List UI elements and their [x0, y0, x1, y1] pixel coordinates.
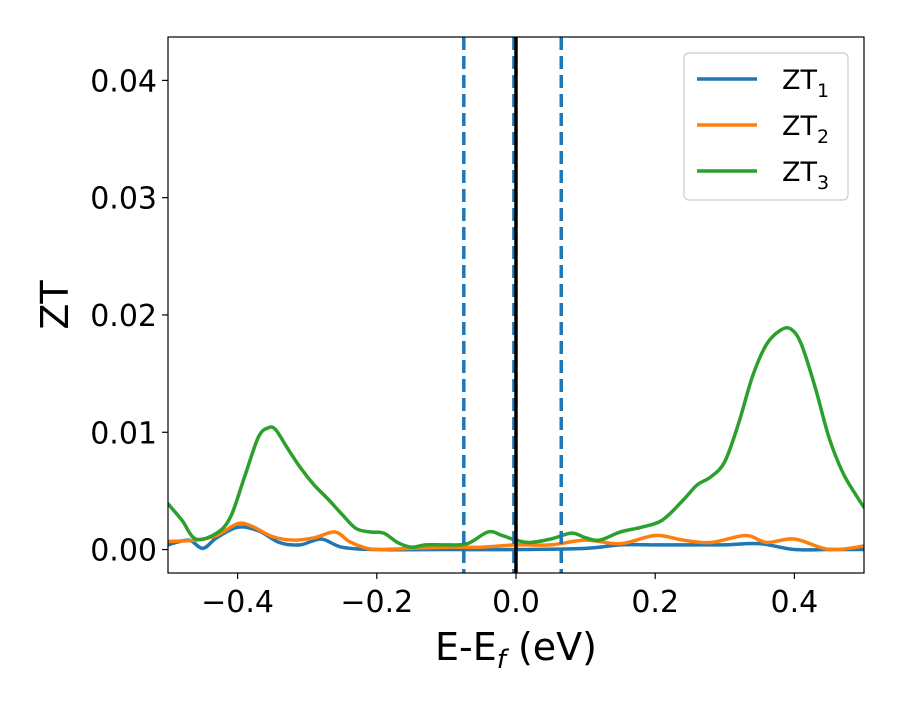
y-tick-label: 0.02 — [90, 299, 157, 334]
x-axis-title-main: E-E — [435, 625, 497, 669]
legend-label-zt1: ZT1 — [782, 65, 829, 102]
legend-box — [683, 52, 849, 201]
y-tick-label: 0.01 — [90, 416, 157, 451]
x-tick-label: 0.4 — [771, 585, 819, 620]
x-tick-label: 0.0 — [492, 585, 540, 620]
y-tick-label: 0.03 — [90, 182, 157, 217]
x-tick-label: 0.2 — [631, 585, 679, 620]
x-axis-title: E-Ef (eV) — [435, 625, 597, 675]
x-tick-label: −0.4 — [201, 585, 274, 620]
y-tick-label: 0.00 — [90, 534, 157, 569]
legend-label-zt2: ZT2 — [782, 111, 829, 148]
legend-label-zt3: ZT3 — [782, 157, 829, 194]
series-line-zt2 — [168, 521, 864, 552]
x-tick-label: −0.2 — [340, 585, 413, 620]
x-axis-title-unit: (eV) — [506, 625, 597, 669]
series-line-zt3 — [168, 325, 864, 549]
y-axis-title: ZT — [33, 280, 77, 330]
y-tick-label: 0.04 — [90, 64, 157, 99]
